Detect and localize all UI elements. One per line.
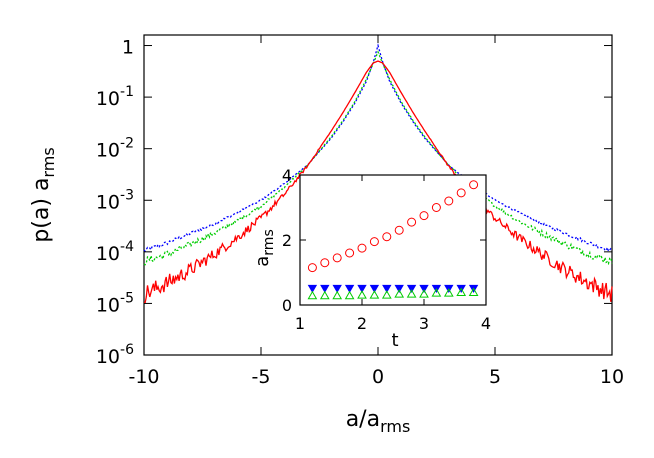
inset-point-triangle-up — [394, 289, 405, 298]
main-y-tick-label: 10-5 — [96, 290, 134, 316]
main-y-tick-exponent: -5 — [120, 290, 134, 306]
inset-point-triangle-up — [443, 288, 454, 297]
inset-plot-frame — [299, 174, 487, 306]
inset-x-axis-title: t — [391, 330, 398, 351]
inset-point-triangle-down — [344, 284, 355, 294]
inset-point-circle — [456, 188, 466, 198]
main-series-line-0 — [143, 43, 613, 253]
main-y-tick-label: 10-4 — [96, 239, 134, 265]
inset-y-tick-label: 4 — [282, 166, 292, 185]
inset-point-circle — [357, 243, 367, 253]
inset-point-circle — [307, 263, 317, 273]
inset-y-axis-title-text: a — [252, 256, 273, 267]
inset-point-circle — [382, 232, 392, 242]
inset-point-triangle-down — [320, 284, 330, 294]
inset-x-tick-label: 2 — [357, 314, 367, 333]
main-x-tick-label: 5 — [489, 366, 501, 388]
main-y-tick-base: 10 — [96, 140, 120, 162]
inset-point-triangle-up — [381, 290, 392, 299]
main-x-tick-label: 10 — [600, 366, 624, 388]
inset-point-triangle-up — [468, 287, 479, 296]
inset-point-triangle-down — [406, 284, 417, 294]
main-x-tick-label: -10 — [128, 366, 159, 388]
main-y-tick-label: 10-6 — [96, 342, 134, 368]
main-series-line-2 — [143, 60, 613, 304]
main-y-tick-exponent: -2 — [120, 136, 134, 152]
inset-point-circle — [345, 248, 355, 258]
inset-point-triangle-up — [357, 290, 367, 299]
inset-x-tick-label: 4 — [481, 314, 491, 333]
main-y-tick-base: 10 — [96, 191, 120, 213]
main-y-tick-exponent: -6 — [120, 342, 134, 358]
inset-point-triangle-up — [419, 289, 429, 298]
inset-point-triangle-down — [419, 284, 429, 294]
inset-point-triangle-up — [456, 287, 467, 296]
inset-point-triangle-down — [382, 284, 392, 294]
inset-point-triangle-up — [319, 290, 330, 300]
inset-point-triangle-up — [406, 289, 417, 298]
main-y-tick-exponent: -4 — [120, 239, 134, 255]
main-y-axis-title: p(a) arms — [29, 147, 58, 242]
main-y-tick-exponent: -3 — [120, 187, 134, 203]
inset-point-circle — [469, 180, 479, 190]
main-y-tick-label: 10-1 — [96, 84, 134, 110]
inset-point-circle — [320, 258, 330, 268]
inset-point-triangle-up — [369, 290, 380, 299]
main-y-axis-title-sub: rms — [39, 147, 58, 177]
inset-point-circle — [369, 237, 379, 247]
inset-point-circle — [444, 196, 454, 206]
inset-x-tick-label: 3 — [419, 314, 429, 333]
main-y-tick-label: 10-3 — [96, 187, 134, 213]
inset-point-triangle-up — [307, 290, 318, 300]
main-y-tick-label: 1 — [122, 37, 134, 59]
main-y-tick-label: 10-2 — [96, 136, 134, 162]
inset-y-axis-title: arms — [252, 229, 277, 266]
inset-point-triangle-up — [332, 290, 343, 300]
inset-point-triangle-down — [332, 284, 342, 294]
main-x-axis-title: a/arms — [346, 407, 411, 436]
main-series-layer — [143, 43, 613, 304]
inset-point-triangle-up — [344, 290, 355, 300]
inset-point-triangle-down — [369, 284, 380, 294]
inset-y-tick-label: 0 — [282, 296, 292, 315]
main-y-tick-base: 10 — [96, 346, 120, 368]
inset-series-layer — [307, 180, 479, 300]
inset-point-circle — [431, 203, 441, 212]
inset-axis-ticks: 1 2 3 4 0 2 4 — [282, 166, 491, 333]
inset-point-triangle-up — [431, 288, 442, 297]
main-x-tick-label: 0 — [372, 366, 384, 388]
main-series-line-1 — [143, 50, 613, 266]
main-x-axis-title-sub: rms — [380, 417, 410, 436]
main-y-tick-base: 1 — [122, 37, 134, 59]
inset-y-axis-title-sub: rms — [261, 229, 277, 255]
inset-x-tick-label: 1 — [295, 314, 305, 333]
main-y-tick-base: 10 — [96, 243, 120, 265]
main-y-tick-exponent: -1 — [120, 84, 134, 100]
inset-y-tick-label: 2 — [282, 231, 292, 250]
main-y-tick-base: 10 — [96, 294, 120, 316]
inset-point-circle — [419, 211, 429, 221]
inset-point-triangle-down — [357, 284, 367, 294]
main-x-tick-label: -5 — [252, 366, 271, 388]
inset-point-circle — [407, 217, 417, 227]
main-y-axis-title-text: p(a) a — [29, 178, 54, 243]
inset-point-triangle-down — [394, 284, 404, 294]
inset-point-circle — [332, 253, 342, 263]
inset-point-triangle-down — [307, 284, 318, 294]
main-x-axis-title-text: a/a — [346, 407, 380, 432]
main-y-tick-base: 10 — [96, 88, 120, 110]
inset-point-circle — [394, 225, 404, 235]
